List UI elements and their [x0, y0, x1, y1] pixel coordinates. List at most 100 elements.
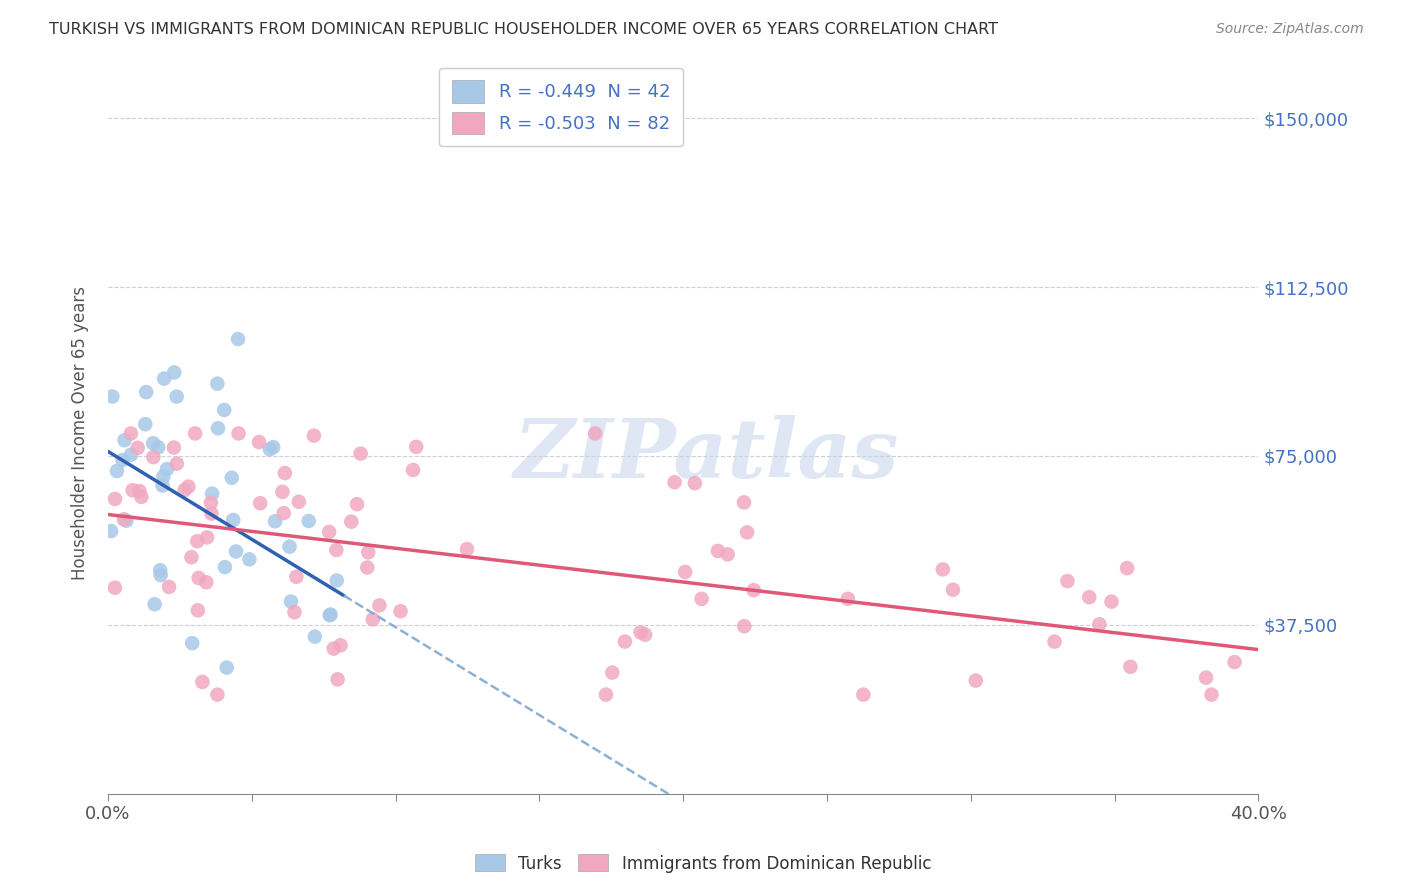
Point — [131, 490, 153, 504]
Point — [225, 544, 247, 558]
Point — [326, 574, 349, 588]
Point — [127, 441, 149, 455]
Point — [690, 591, 713, 606]
Point — [142, 436, 165, 450]
Point — [1043, 634, 1066, 648]
Point — [200, 507, 222, 521]
Point — [742, 583, 765, 598]
Point — [304, 630, 326, 644]
Text: Source: ZipAtlas.com: Source: ZipAtlas.com — [1216, 22, 1364, 37]
Text: TURKISH VS IMMIGRANTS FROM DOMINICAN REPUBLIC HOUSEHOLDER INCOME OVER 65 YEARS C: TURKISH VS IMMIGRANTS FROM DOMINICAN REP… — [49, 22, 998, 37]
Point — [717, 547, 740, 561]
Point — [326, 673, 349, 687]
Point — [148, 440, 170, 454]
Point — [329, 638, 352, 652]
Point — [186, 534, 208, 549]
Point — [298, 514, 321, 528]
Point — [325, 543, 347, 558]
Point — [319, 608, 342, 623]
Point — [157, 580, 180, 594]
Point — [318, 524, 340, 539]
Point — [195, 575, 218, 590]
Point — [149, 563, 172, 577]
Point — [942, 582, 965, 597]
Point — [135, 385, 157, 400]
Point — [852, 688, 875, 702]
Point — [222, 513, 245, 527]
Point — [207, 421, 229, 435]
Point — [735, 525, 758, 540]
Point — [228, 426, 250, 441]
Point — [111, 453, 134, 467]
Point — [302, 428, 325, 442]
Point — [264, 514, 287, 528]
Point — [259, 442, 281, 457]
Point — [634, 628, 657, 642]
Point — [163, 441, 186, 455]
Point — [101, 390, 124, 404]
Point — [278, 540, 301, 554]
Point — [288, 494, 311, 508]
Point — [142, 450, 165, 465]
Point — [837, 591, 859, 606]
Point — [1116, 561, 1139, 575]
Point — [221, 471, 243, 485]
Point — [166, 457, 188, 471]
Point — [181, 636, 204, 650]
Point — [143, 597, 166, 611]
Point — [184, 426, 207, 441]
Point — [156, 462, 179, 476]
Point — [322, 641, 344, 656]
Point — [583, 426, 606, 441]
Point — [153, 371, 176, 385]
Point — [389, 604, 412, 618]
Point — [356, 560, 378, 574]
Point — [405, 440, 427, 454]
Point — [100, 524, 122, 538]
Point — [1119, 659, 1142, 673]
Point — [361, 612, 384, 626]
Point — [120, 426, 142, 441]
Point — [187, 603, 209, 617]
Point — [1201, 688, 1223, 702]
Point — [402, 463, 425, 477]
Point — [247, 435, 270, 450]
Point — [1223, 655, 1246, 669]
Point — [630, 625, 652, 640]
Point — [180, 550, 202, 565]
Point — [683, 476, 706, 491]
Point — [932, 562, 955, 576]
Point — [350, 447, 373, 461]
Point — [215, 660, 238, 674]
Legend: Turks, Immigrants from Dominican Republic: Turks, Immigrants from Dominican Republi… — [468, 847, 938, 880]
Point — [733, 495, 755, 509]
Point — [200, 496, 222, 510]
Point — [285, 570, 308, 584]
Point — [346, 497, 368, 511]
Point — [152, 469, 174, 483]
Point — [319, 607, 342, 622]
Point — [965, 673, 987, 688]
Point — [1088, 617, 1111, 632]
Point — [207, 376, 229, 391]
Point — [271, 484, 294, 499]
Point — [112, 512, 135, 526]
Point — [149, 568, 172, 582]
Point — [274, 466, 297, 480]
Point — [195, 530, 218, 544]
Point — [226, 332, 249, 346]
Point — [214, 560, 236, 574]
Point — [249, 496, 271, 510]
Point — [121, 483, 143, 498]
Point — [595, 688, 617, 702]
Y-axis label: Householder Income Over 65 years: Householder Income Over 65 years — [72, 286, 89, 581]
Point — [368, 599, 391, 613]
Point — [152, 478, 174, 492]
Point — [262, 440, 284, 454]
Point — [273, 506, 295, 520]
Point — [166, 390, 188, 404]
Point — [120, 448, 142, 462]
Point — [1101, 595, 1123, 609]
Point — [134, 417, 156, 432]
Point — [707, 544, 730, 558]
